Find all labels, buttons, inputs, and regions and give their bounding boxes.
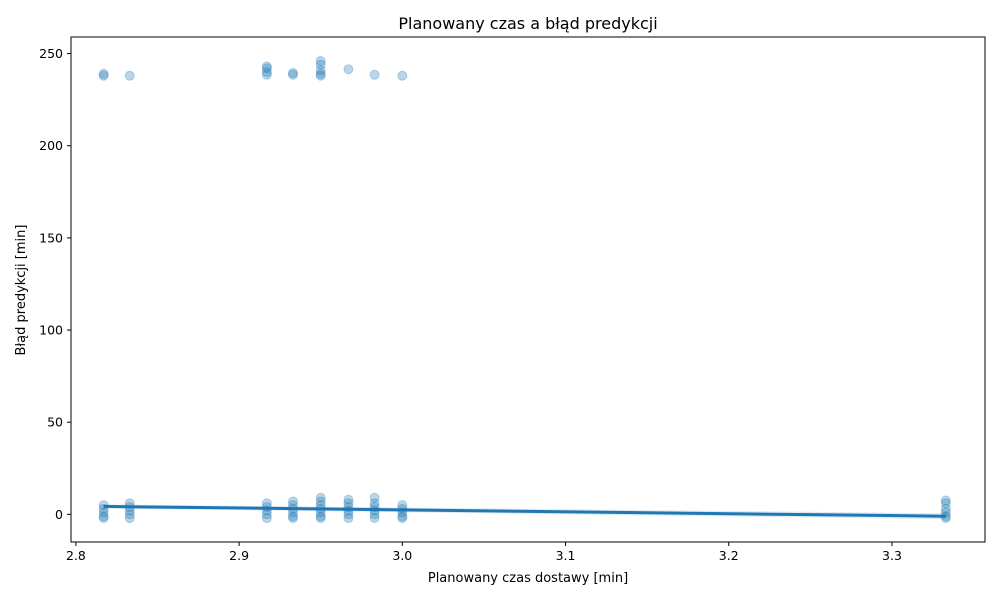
x-axis-title: Planowany czas dostawy [min] [428, 571, 628, 586]
scatter-point [315, 65, 326, 76]
scatter-point [315, 68, 326, 79]
axes: 2.8 2.9 3.0 3.1 3.2 3.3 0 50 100 150 200 250 [39, 46, 902, 563]
x-tick-label: 3.2 [719, 548, 739, 563]
scatter-point [124, 509, 135, 520]
scatter-point [343, 494, 354, 505]
y-axis-title: Błąd predykcji [min] [14, 225, 29, 356]
scatter-point [315, 513, 326, 524]
y-tick-label: 250 [39, 46, 63, 61]
scatter-point [287, 496, 298, 507]
scatter-point [98, 513, 109, 524]
x-tick-label: 2.9 [229, 548, 249, 563]
x-tick-label: 3.3 [882, 548, 902, 563]
scatter-point [261, 67, 272, 78]
scatter-point [397, 513, 408, 524]
scatter-point [315, 70, 326, 81]
scatter-point [124, 513, 135, 524]
scatter-point [287, 511, 298, 522]
scatter-point [369, 513, 380, 524]
scatter-point [369, 498, 380, 509]
y-tick-label: 100 [39, 323, 63, 338]
scatter-point [397, 70, 408, 81]
chart-title: Planowany czas a błąd predykcji [398, 14, 657, 33]
x-tick-label: 3.1 [556, 548, 576, 563]
scatter-point [261, 61, 272, 72]
scatter-point [343, 64, 354, 75]
scatter-point [369, 69, 380, 80]
scatter-point [124, 70, 135, 81]
plot-area [98, 55, 951, 524]
scatter-point [261, 63, 272, 74]
scatter-point [315, 55, 326, 66]
scatter-point [287, 67, 298, 78]
scatter-point [315, 511, 326, 522]
scatter-point [98, 70, 109, 81]
scatter-point [397, 511, 408, 522]
scatter-point [261, 509, 272, 520]
scatter-point [98, 68, 109, 79]
x-tick-label: 3.0 [392, 548, 412, 563]
scatter-point [315, 59, 326, 70]
y-tick-label: 150 [39, 230, 63, 245]
regression-line [103, 504, 946, 518]
scatter-point [261, 69, 272, 80]
scatter-point [287, 513, 298, 524]
scatter-point [98, 507, 109, 518]
y-tick-label: 200 [39, 138, 63, 153]
y-tick-label: 50 [47, 415, 63, 430]
y-tick-label: 0 [55, 507, 63, 522]
scatter-point [261, 513, 272, 524]
x-tick-label: 2.8 [66, 548, 86, 563]
scatter-point [98, 511, 109, 522]
scatter-point [940, 495, 951, 506]
scatter-point [940, 503, 951, 514]
scatter-point [315, 496, 326, 507]
scatter-point [287, 69, 298, 80]
scatter-point [940, 498, 951, 509]
scatter-point [315, 492, 326, 503]
scatter-point [343, 513, 354, 524]
scatter-point [369, 492, 380, 503]
plot-frame [70, 36, 986, 543]
